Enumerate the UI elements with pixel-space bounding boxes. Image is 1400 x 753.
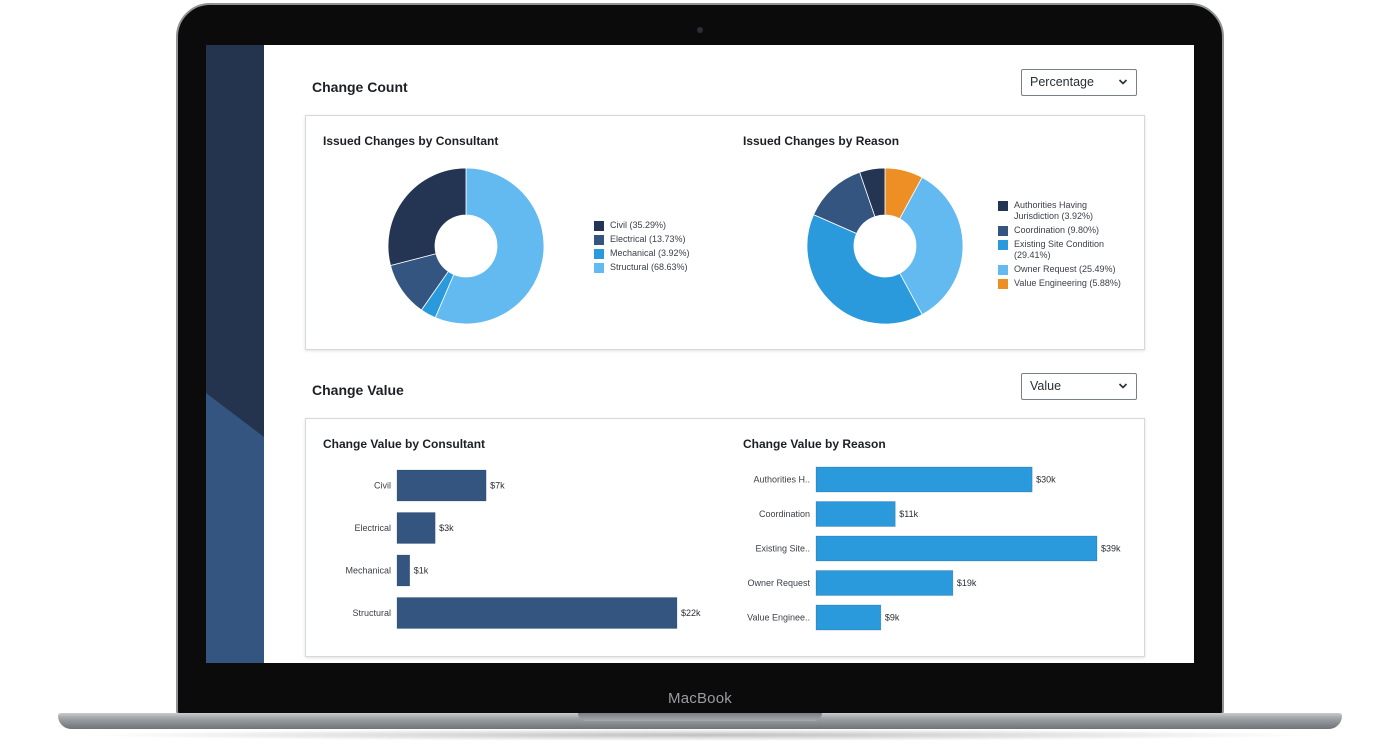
legend-label: Mechanical (3.92%) (610, 248, 690, 258)
legend-item[interactable]: Existing Site Condition (29.41%) (998, 239, 1133, 261)
reason-bar-title: Change Value by Reason (743, 437, 886, 451)
bar-category-label: Authorities H.. (753, 475, 810, 485)
bar-civil[interactable] (396, 469, 487, 502)
laptop-shadow (80, 729, 1320, 741)
chevron-down-icon (1118, 383, 1128, 389)
bar-authorities-h[interactable] (815, 466, 1033, 493)
legend-item[interactable]: Structural (68.63%) (594, 262, 734, 273)
legend-label: Existing Site Condition (29.41%) (1014, 239, 1105, 260)
legend-label: Electrical (13.73%) (610, 234, 686, 244)
reason-bar-chart: Authorities H.. $30k Coordination $11k Exist… (747, 466, 1121, 631)
legend-swatch (998, 201, 1008, 211)
bar-mechanical[interactable] (396, 554, 411, 587)
bar-category-label: Mechanical (345, 566, 391, 576)
laptop-base-notch (578, 713, 822, 721)
device-brand-label: MacBook (668, 690, 732, 707)
bar-category-label: Civil (374, 481, 391, 491)
legend-swatch (998, 265, 1008, 275)
legend-label: Coordination (9.80%) (1014, 225, 1100, 235)
bar-category-label: Coordination (759, 509, 810, 519)
legend-swatch (998, 226, 1008, 236)
change-value-title: Change Value (312, 382, 404, 398)
change-count-card: Issued Changes by Consultant Civil (35.2… (305, 115, 1145, 350)
reason-donut-chart (806, 167, 964, 325)
bar-category-label: Structural (352, 608, 391, 618)
legend-item[interactable]: Electrical (13.73%) (594, 234, 734, 245)
bar-value-label: $3k (439, 523, 454, 533)
legend-item[interactable]: Authorities Having Jurisdiction (3.92%) (998, 200, 1133, 222)
change-value-card: Change Value by Consultant Civil $7k Elect… (305, 418, 1145, 657)
bar-value-label: $19k (957, 578, 977, 588)
bar-value-label: $39k (1101, 544, 1121, 554)
bar-existing-site[interactable] (815, 535, 1098, 562)
bar-value-label: $30k (1036, 475, 1056, 485)
chevron-down-icon (1118, 79, 1128, 85)
legend-item[interactable]: Coordination (9.80%) (998, 225, 1133, 236)
sidebar-decoration (206, 393, 264, 437)
bar-electrical[interactable] (396, 512, 436, 544)
legend-label: Value Engineering (5.88%) (1014, 278, 1121, 288)
bar-value-label: $9k (885, 613, 900, 623)
slice-owner-request[interactable] (899, 176, 964, 316)
legend-item[interactable]: Value Engineering (5.88%) (998, 278, 1133, 289)
bar-category-label: Existing Site.. (755, 544, 810, 554)
legend-swatch (998, 279, 1008, 289)
bar-category-label: Electrical (354, 523, 391, 533)
bar-coordination[interactable] (815, 501, 896, 527)
legend-label: Civil (35.29%) (610, 220, 667, 230)
bar-value-enginee[interactable] (815, 604, 882, 631)
legend-item[interactable]: Owner Request (25.49%) (998, 264, 1133, 275)
consultant-legend: Civil (35.29%) Electrical (13.73%) Mechani… (594, 220, 734, 276)
sidebar-lower-panel (206, 437, 264, 663)
legend-swatch (594, 221, 604, 231)
bar-value-label: $22k (681, 608, 701, 618)
change-count-mode-select[interactable]: Percentage (1021, 69, 1137, 96)
bar-value-label: $1k (414, 566, 429, 576)
legend-swatch (594, 249, 604, 259)
legend-item[interactable]: Civil (35.29%) (594, 220, 734, 231)
bar-category-label: Value Enginee.. (747, 613, 810, 623)
camera-icon (697, 27, 703, 33)
laptop-base (58, 713, 1342, 729)
app-screen: Change Count Percentage Issued Changes b… (206, 45, 1194, 663)
slice-existing-site-condition[interactable] (806, 214, 923, 325)
bar-structural[interactable] (396, 597, 678, 629)
bar-value-label: $7k (490, 481, 505, 491)
change-count-mode-value: Percentage (1030, 75, 1094, 89)
legend-item[interactable]: Mechanical (3.92%) (594, 248, 734, 259)
bar-owner-request[interactable] (815, 570, 954, 596)
legend-swatch (594, 235, 604, 245)
sidebar (206, 45, 264, 663)
change-value-mode-value: Value (1030, 379, 1062, 393)
change-value-mode-select[interactable]: Value (1021, 373, 1137, 400)
consultant-bar-chart: Civil $7k Electrical $3k Mechanical $1k Struct… (345, 469, 701, 629)
slice-structural[interactable] (434, 167, 545, 325)
legend-swatch (998, 240, 1008, 250)
slice-authorities-having-jurisdiction[interactable] (859, 167, 886, 218)
legend-label: Owner Request (25.49%) (1014, 264, 1116, 274)
slice-civil[interactable] (387, 167, 467, 267)
change-count-title: Change Count (312, 79, 408, 95)
consultant-bar-title: Change Value by Consultant (323, 437, 486, 451)
consultant-pie-title: Issued Changes by Consultant (323, 134, 499, 148)
consultant-donut-chart (387, 167, 545, 325)
reason-pie-title: Issued Changes by Reason (743, 134, 900, 148)
legend-swatch (594, 263, 604, 273)
bar-value-label: $11k (899, 509, 918, 519)
legend-label: Authorities Having Jurisdiction (3.92%) (1014, 200, 1094, 221)
reason-legend: Authorities Having Jurisdiction (3.92%) C… (998, 200, 1133, 292)
bar-category-label: Owner Request (747, 578, 810, 588)
legend-label: Structural (68.63%) (610, 262, 688, 272)
